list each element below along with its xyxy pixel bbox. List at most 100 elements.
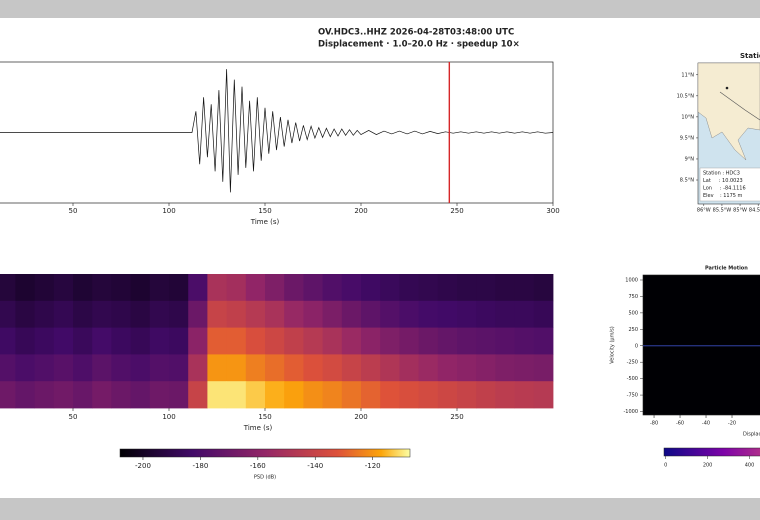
spectrogram-cell [149, 327, 170, 355]
x-axis-label: Time (s) [250, 218, 280, 226]
spectrogram-cell [303, 381, 323, 409]
spectrogram-cell [341, 327, 362, 355]
spectrogram-cell [0, 381, 16, 409]
map-drawing [697, 62, 760, 205]
spectrogram-cell [418, 381, 439, 409]
spectrogram-cell [34, 381, 55, 409]
spectrogram-cell [341, 274, 362, 302]
spectrogram-cell [265, 300, 285, 328]
spectrogram-cell [380, 327, 400, 355]
y-tick-label: 11°N [681, 72, 694, 78]
colorbar-tick-label: -140 [307, 462, 323, 470]
x-tick-label: 86°W [697, 208, 711, 214]
spectrogram-cell [284, 354, 304, 382]
spectrogram-cell [322, 300, 343, 328]
y-tick-label: -1000 [623, 409, 638, 415]
spectrogram-cell [399, 274, 419, 302]
x-tick-label: 250 [450, 207, 463, 215]
spectrogram-cell [92, 354, 112, 382]
colorbar-tick-label: -180 [192, 462, 208, 470]
spectrogram-cell [380, 354, 400, 382]
spectrogram-cell [149, 274, 170, 302]
spectrogram-cell [149, 354, 170, 382]
spectrogram-cell [0, 300, 16, 328]
spectrogram-cell [92, 274, 112, 302]
spectrogram-cell [322, 327, 343, 355]
spectrogram-cell [476, 354, 496, 382]
spectrogram-cell [361, 274, 381, 302]
station-info: Elev : 1175 m [703, 193, 743, 199]
spectrogram-cell [341, 354, 362, 382]
x-tick-label: 200 [354, 413, 367, 421]
spectrogram-cell [169, 327, 189, 355]
spectrogram-cell [226, 300, 247, 328]
spectrogram-cell [0, 327, 16, 355]
spectrogram-cell [303, 354, 323, 382]
spectrogram-cell [188, 354, 208, 382]
colorbar-tick-label: -200 [135, 462, 151, 470]
x-tick-label: -40 [702, 421, 710, 427]
spectrogram-cell [495, 381, 515, 409]
spectrogram-cell [15, 381, 35, 409]
spectrogram-cell [207, 274, 227, 302]
spectrogram-cell [495, 327, 515, 355]
spectrogram-cell [457, 300, 477, 328]
spectrogram-cell [361, 381, 381, 409]
spectrogram-cell [245, 381, 266, 409]
y-tick-label: -750 [627, 393, 638, 399]
y-tick-label: 9.5°N [680, 135, 694, 141]
x-tick-label: 250 [450, 413, 463, 421]
spectrogram-cell [188, 381, 208, 409]
x-tick-label: 50 [69, 207, 78, 215]
spectrogram-cell [437, 274, 458, 302]
spectrogram-cell [149, 381, 170, 409]
spectrogram-cell [418, 327, 439, 355]
spectrogram-cell [380, 381, 400, 409]
spectrogram-cell [514, 274, 535, 302]
spectrogram-cell [111, 354, 131, 382]
y-tick-label: 250 [628, 327, 638, 333]
spectrogram-cell [169, 300, 189, 328]
colorbar-tick-label: 0 [664, 463, 667, 469]
colorbar [119, 448, 411, 458]
spectrogram-cell [245, 327, 266, 355]
x-axis-label: Time (s) [243, 424, 273, 432]
waveform [0, 69, 554, 193]
spectrogram-cell [533, 327, 554, 355]
spectrogram-cell [73, 274, 93, 302]
y-tick-label: -500 [627, 376, 638, 382]
x-tick-label: 150 [258, 413, 271, 421]
spectrogram-cell [53, 327, 74, 355]
y-tick-label: 500 [628, 310, 638, 316]
x-tick-label: 84.5°W [749, 208, 760, 214]
spectrogram-cell [533, 300, 554, 328]
spectrogram-cell [73, 327, 93, 355]
spectrogram-cell [476, 274, 496, 302]
y-tick-label: 8.5°N [680, 178, 694, 184]
spectrogram-cell [284, 300, 304, 328]
x-tick-label: 85°W [733, 208, 747, 214]
chart-title: OV.HDC3..HHZ 2026-04-28T03:48:00 UTC [318, 28, 514, 38]
colorbar-tick-label: -160 [250, 462, 266, 470]
spectrogram-cell [73, 300, 93, 328]
x-tick-label: 85.5°W [713, 208, 732, 214]
spectrogram-cell [437, 354, 458, 382]
spectrogram-cell [15, 300, 35, 328]
spectrogram-cell [437, 300, 458, 328]
spectrogram-cell [533, 381, 554, 409]
x-tick-label: 100 [162, 413, 175, 421]
spectrogram-cell [111, 274, 131, 302]
spectrogram-cell [361, 327, 381, 355]
spectrogram-cell [399, 327, 419, 355]
spectrogram-cell [437, 381, 458, 409]
x-tick-label: -80 [650, 421, 658, 427]
x-tick-label: 300 [546, 207, 559, 215]
spectrogram-cell [418, 274, 439, 302]
spectrogram-cell [73, 381, 93, 409]
spectrogram-cell [73, 354, 93, 382]
spectrogram-cell [245, 274, 266, 302]
spectrogram-cell [457, 381, 477, 409]
spectrogram-cell [15, 354, 35, 382]
spectrogram-cell [169, 354, 189, 382]
spectrogram-cell [245, 300, 266, 328]
